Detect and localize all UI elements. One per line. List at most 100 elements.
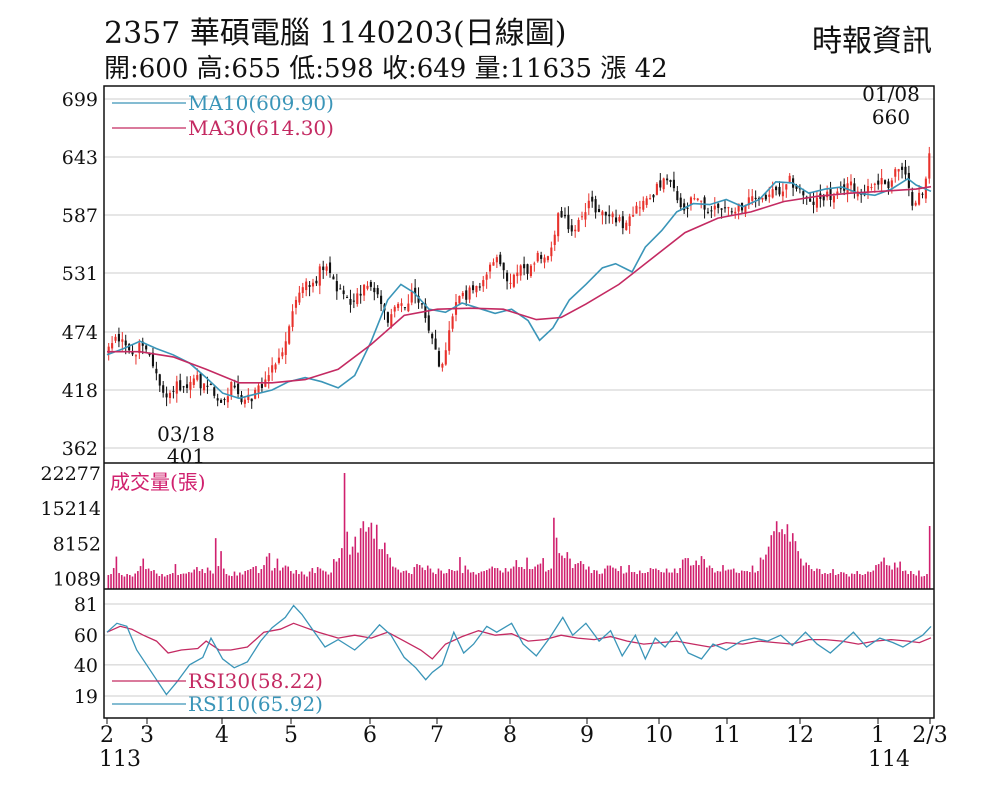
volume-bar [759,557,762,589]
candle [642,196,645,212]
candle-body [693,198,696,200]
volume-bar [684,558,687,589]
volume-bar [131,576,134,589]
candle [826,185,829,201]
volume-bar [598,574,601,589]
candle-body [448,330,451,351]
candle [580,211,584,221]
volume-bar [349,554,351,589]
candle-body [625,222,628,230]
candle [717,202,720,214]
volume-bar [332,559,335,589]
volume-tick-label: 22277 [41,463,101,485]
candle-body [305,281,308,291]
candle [339,284,342,290]
candle [376,285,379,299]
volume-bar [649,568,652,589]
candle [407,294,410,313]
volume-bar [700,556,703,589]
volume-bar [926,574,928,589]
month-label: 2/3 [912,723,947,748]
candle [666,174,669,185]
volume-bar [265,556,268,589]
candle [676,186,679,204]
candle-body [642,200,645,210]
candle-body [121,339,124,342]
candle-body [744,205,747,214]
candle [318,263,321,295]
candle-body [764,194,767,200]
volume-bar [341,548,343,589]
volume-bar [142,558,145,589]
volume-bar [123,576,126,589]
candle [591,190,594,208]
volume-bar [671,572,673,589]
candle-body [492,262,495,266]
volume-bar [743,571,746,589]
candle [431,332,434,345]
candle [448,321,451,355]
candle [352,293,355,309]
volume-bar [480,571,483,589]
volume-bar [555,537,558,589]
candle [911,187,914,211]
volume-bar [434,574,437,589]
candle-body [747,197,750,206]
volume-bar [638,570,641,589]
volume-bar [816,568,818,589]
volume-bar [362,521,365,589]
volume-bar [558,553,561,589]
candle [628,213,631,234]
candle [482,275,485,292]
candle-body [526,264,529,274]
candle-body [250,398,253,402]
volume-tick-label: 1089 [53,569,101,591]
volume-bar [410,574,413,589]
volume-bar [381,549,383,589]
candle-body [155,368,158,374]
candle-body [414,287,417,295]
candle-body [223,399,226,401]
candle [853,177,856,199]
candle-body [407,303,410,312]
candle [260,377,263,393]
volume-bar [300,571,303,589]
volume-bar [174,564,177,589]
volume-bar [306,576,308,589]
candle-body [611,213,614,218]
candle [560,206,563,218]
candle [213,386,216,399]
candle-body [645,198,648,205]
candle-body [332,276,335,280]
candle-body [608,214,611,217]
volume-bar [708,565,711,589]
volume-bar [872,570,875,589]
candle-body [720,208,723,210]
candle [543,254,546,269]
volume-bar [923,576,926,589]
candle [475,285,478,298]
volume-bar [625,572,628,589]
candle [703,195,706,219]
volume-bars [107,473,931,589]
candle-body [237,383,240,395]
candle-body [822,195,825,201]
candle-body [366,285,369,289]
volume-bar [228,575,230,589]
candle [894,167,897,183]
candle-body [308,285,311,287]
volume-bar [630,572,633,589]
candle-body [775,186,778,191]
volume-bar [585,569,587,589]
volume-bar [324,571,327,589]
volume-bar [577,563,579,589]
volume-bar [778,532,781,589]
candle-body [209,384,212,386]
candle-body [196,375,199,380]
candle-body [403,307,406,309]
candle-body [257,385,260,393]
volume-bar [569,558,571,589]
volume-bar [137,571,139,589]
candle [727,206,730,217]
